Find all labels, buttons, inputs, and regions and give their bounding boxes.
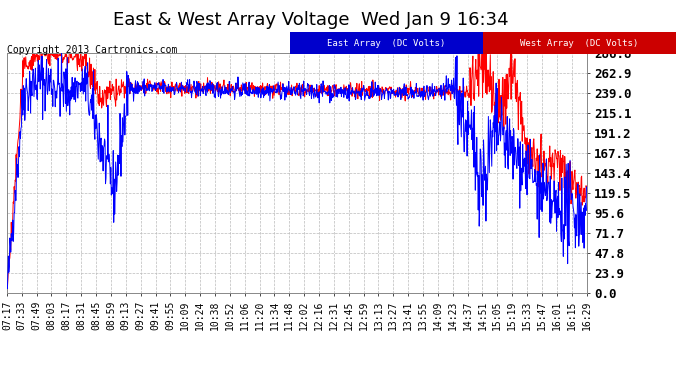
Text: West Array  (DC Volts): West Array (DC Volts) — [520, 39, 639, 48]
Text: East Array  (DC Volts): East Array (DC Volts) — [327, 39, 446, 48]
Text: East & West Array Voltage  Wed Jan 9 16:34: East & West Array Voltage Wed Jan 9 16:3… — [112, 11, 509, 29]
Text: Copyright 2013 Cartronics.com: Copyright 2013 Cartronics.com — [7, 45, 177, 55]
